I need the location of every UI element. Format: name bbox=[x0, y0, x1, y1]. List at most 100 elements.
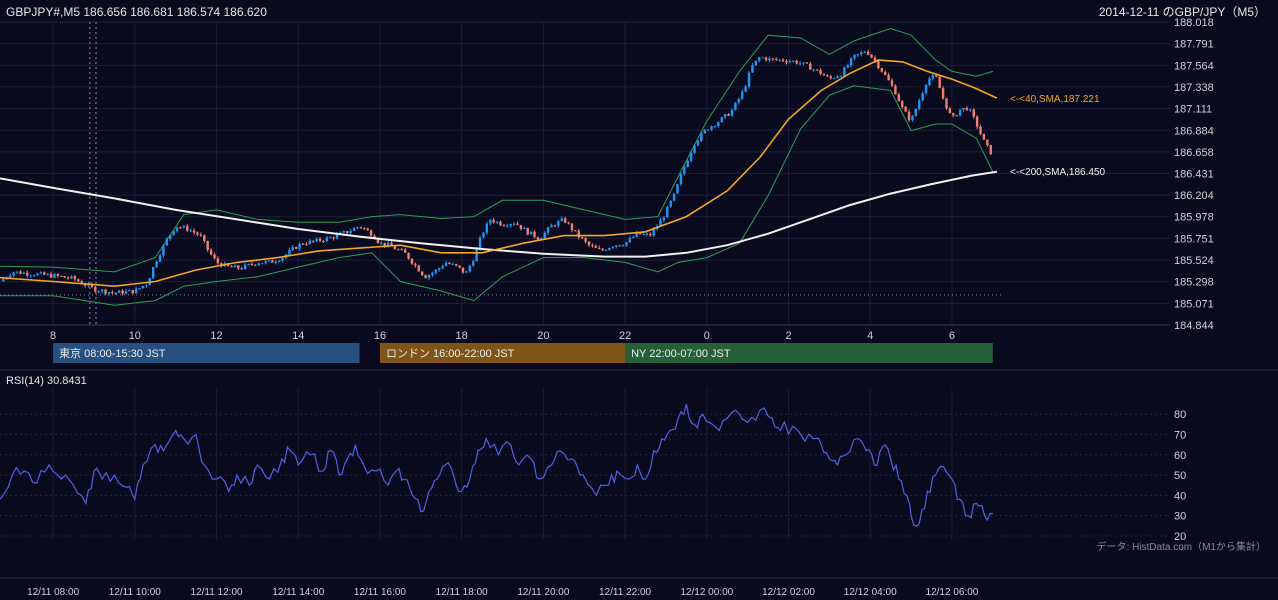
candle-body bbox=[260, 263, 264, 265]
candle-body bbox=[356, 227, 359, 229]
candle-body bbox=[182, 226, 186, 228]
candle-body bbox=[247, 263, 250, 265]
candle-body bbox=[924, 84, 928, 94]
candle-body bbox=[393, 246, 397, 250]
candle-body bbox=[758, 57, 761, 61]
candle-body bbox=[281, 257, 284, 261]
candle-body bbox=[332, 237, 335, 239]
session-bar bbox=[625, 343, 993, 363]
candle-body bbox=[206, 240, 209, 250]
candle-body bbox=[986, 139, 989, 146]
candle-body bbox=[128, 289, 131, 292]
candle-body bbox=[162, 245, 165, 256]
candle-body bbox=[237, 265, 240, 269]
series-bollinger-upper bbox=[0, 27, 993, 273]
price-tick-label: 186.204 bbox=[1174, 190, 1214, 202]
candle-body bbox=[315, 238, 318, 242]
candle-body bbox=[376, 239, 380, 243]
candle-body bbox=[288, 249, 291, 255]
hour-tick-label: 4 bbox=[867, 330, 873, 342]
candle-body bbox=[662, 217, 666, 221]
source-note: データ: HistData.com（M1から集計） bbox=[1097, 540, 1266, 553]
candle-body bbox=[444, 262, 448, 267]
candle-body bbox=[649, 233, 652, 236]
candle-body bbox=[635, 232, 638, 237]
candle-body bbox=[380, 242, 383, 244]
rsi-tick-label: 40 bbox=[1174, 490, 1186, 502]
price-tick-label: 187.111 bbox=[1174, 104, 1212, 116]
hour-tick-label: 12 bbox=[210, 330, 222, 342]
candle-body bbox=[203, 235, 206, 241]
price-tick-label: 187.791 bbox=[1174, 39, 1214, 51]
price-tick-label: 184.844 bbox=[1174, 320, 1214, 332]
candle-body bbox=[676, 184, 679, 194]
candle-body bbox=[90, 284, 94, 287]
candle-body bbox=[36, 273, 39, 276]
candle-body bbox=[689, 152, 693, 161]
candle-body bbox=[615, 245, 618, 247]
price-gridlines bbox=[0, 21, 1170, 326]
candle-body bbox=[369, 230, 373, 236]
candle-body bbox=[70, 276, 73, 279]
candle-body bbox=[723, 114, 727, 118]
candle-body bbox=[918, 100, 921, 110]
candle-body bbox=[295, 246, 298, 249]
price-tick-label: 185.071 bbox=[1174, 298, 1214, 310]
series-rsi bbox=[0, 403, 993, 527]
candle-body bbox=[880, 68, 883, 72]
rsi-tick-label: 50 bbox=[1174, 470, 1186, 482]
price-tick-label: 186.884 bbox=[1174, 125, 1214, 137]
candle-body bbox=[632, 236, 635, 238]
price-tick-label: 188.018 bbox=[1174, 17, 1214, 29]
candle-body bbox=[734, 102, 737, 110]
hour-tick-label: 10 bbox=[129, 330, 141, 342]
candle-body bbox=[846, 65, 849, 68]
candle-body bbox=[155, 261, 158, 268]
candle-body bbox=[935, 75, 938, 77]
candle-body bbox=[458, 265, 461, 268]
candle-body bbox=[771, 58, 775, 60]
candle-body bbox=[66, 277, 70, 279]
candle-body bbox=[829, 76, 832, 79]
candle-body bbox=[257, 263, 260, 266]
candle-body bbox=[798, 63, 802, 65]
candle-body bbox=[502, 225, 506, 227]
candle-body bbox=[853, 54, 856, 59]
candle-body bbox=[83, 284, 87, 286]
candle-body bbox=[468, 265, 472, 272]
price-tick-label: 185.978 bbox=[1174, 212, 1214, 224]
candle-body bbox=[921, 93, 924, 101]
candle-body bbox=[567, 222, 570, 224]
candle-body bbox=[329, 237, 332, 239]
candle-body bbox=[598, 247, 601, 249]
price-axis: 188.018 187.791 187.564 187.338 187.111 186.8… bbox=[50, 17, 1214, 342]
candle-body bbox=[679, 174, 683, 185]
candle-body bbox=[839, 75, 843, 77]
hour-tick-label: 0 bbox=[704, 330, 710, 342]
bollinger-bands bbox=[0, 27, 994, 306]
candle-body bbox=[621, 245, 625, 247]
candle-body bbox=[536, 237, 540, 240]
candle-body bbox=[761, 57, 764, 59]
hour-tick-label: 18 bbox=[456, 330, 468, 342]
session-bars: 東京 08:00-15:30 JST ロンドン 16:00-22:00 JST NY… bbox=[0, 343, 1278, 371]
candle-body bbox=[506, 225, 509, 227]
candle-body bbox=[383, 242, 386, 246]
candle-body bbox=[472, 261, 475, 266]
candle-body bbox=[866, 51, 870, 55]
candle-body bbox=[904, 106, 907, 112]
candle-body bbox=[792, 60, 795, 62]
candle-body bbox=[134, 288, 138, 294]
candle-body bbox=[580, 237, 584, 239]
candle-body bbox=[781, 59, 785, 61]
candle-body bbox=[897, 94, 901, 102]
price-tick-label: 185.298 bbox=[1174, 277, 1214, 289]
candle-body bbox=[591, 245, 594, 247]
candle-body bbox=[349, 230, 352, 234]
candle-body bbox=[305, 244, 308, 246]
candle-body bbox=[941, 88, 945, 99]
time-tick-label: 12/11 20:00 bbox=[517, 587, 570, 598]
candle-body bbox=[366, 228, 369, 231]
candle-body bbox=[594, 245, 598, 248]
hour-tick-label: 8 bbox=[50, 330, 56, 342]
